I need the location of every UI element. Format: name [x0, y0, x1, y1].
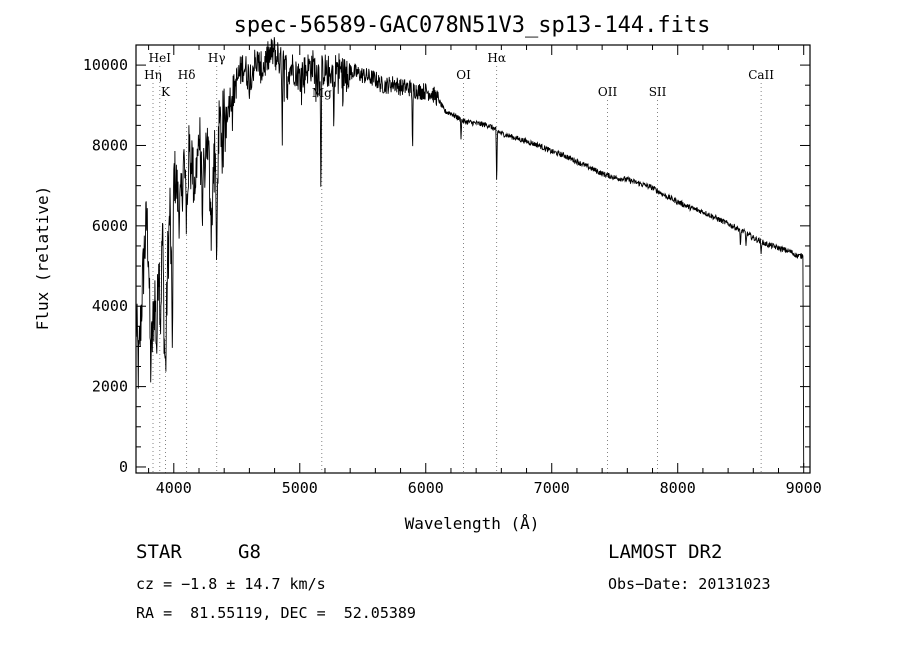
line-marker-label: OII [598, 85, 618, 99]
survey-name: LAMOST DR2 [608, 541, 723, 563]
y-tick-label: 0 [119, 458, 128, 476]
y-tick-label: 6000 [92, 217, 128, 235]
line-marker-label: Hα [487, 51, 506, 65]
spectral-subclass: G8 [238, 541, 261, 563]
line-marker-label: HeI [149, 51, 172, 65]
x-tick-label: 9000 [786, 479, 822, 497]
y-tick-label: 4000 [92, 297, 128, 315]
y-tick-label: 8000 [92, 136, 128, 154]
x-tick-label: 7000 [534, 479, 570, 497]
y-tick-label: 10000 [83, 56, 128, 74]
x-axis-label: Wavelength (Å) [405, 514, 540, 533]
chart-title: spec-56589-GAC078N51V3_sp13-144.fits [234, 13, 711, 38]
tick-labels: 4000 5000 6000 7000 8000 9000 0 2000 4000 6000 800… [83, 56, 822, 497]
axis-ticks [136, 45, 810, 473]
spectrum-line [135, 37, 805, 468]
object-class: STAR [136, 541, 182, 563]
x-tick-label: 4000 [156, 479, 192, 497]
line-marker-label: K [161, 85, 171, 99]
line-marker-label: Hδ [178, 68, 196, 82]
x-tick-label: 8000 [660, 479, 696, 497]
coordinates: RA = 81.55119, DEC = 52.05389 [136, 604, 416, 622]
plot-frame [135, 44, 811, 474]
line-marker-label: CaII [748, 68, 774, 82]
line-marker-label: Hγ [208, 51, 226, 65]
velocity-text: cz = −1.8 ± 14.7 km/s [136, 575, 326, 593]
x-tick-label: 5000 [282, 479, 318, 497]
line-marker-label: Hη [144, 68, 162, 82]
line-marker-label: OI [456, 68, 471, 82]
line-marker-label: SII [649, 85, 667, 99]
y-tick-label: 2000 [92, 378, 128, 396]
y-axis-label: Flux (relative) [33, 186, 52, 331]
x-tick-label: 6000 [408, 479, 444, 497]
obs-date: Obs−Date: 20131023 [608, 575, 771, 593]
